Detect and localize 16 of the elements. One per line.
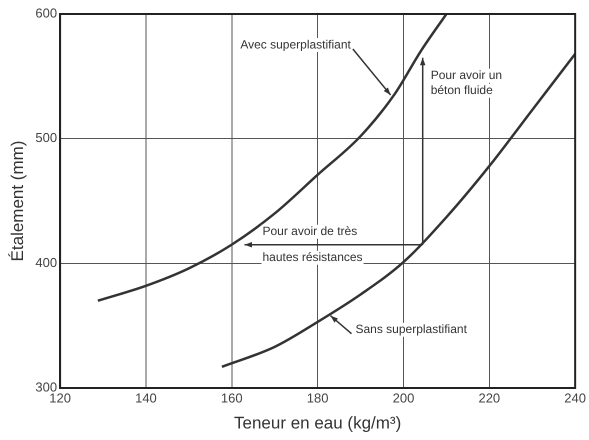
- annotation: Pour avoir un béton fluide: [430, 68, 502, 98]
- x-tick-label: 140: [135, 390, 157, 406]
- line-series: [220, 52, 576, 368]
- y-tick-label: 600: [35, 6, 58, 21]
- x-tick-label: 180: [306, 390, 328, 406]
- x-tick-label: 240: [564, 390, 586, 406]
- x-tick-label: 160: [220, 390, 243, 406]
- x-tick-label: 200: [392, 390, 414, 406]
- x-axis-title: Teneur en eau (kg/m³): [234, 413, 402, 432]
- annotation: Avec superplastifiant: [240, 37, 352, 52]
- annotation: Pour avoir de très hautes résistances: [262, 224, 363, 264]
- annotation: Sans superplastifiant: [356, 322, 468, 336]
- y-tick-label: 500: [35, 130, 58, 146]
- y-axis-title: Étalement (mm): [8, 140, 27, 262]
- y-tick-label: 400: [35, 254, 58, 270]
- x-tick-label: 220: [478, 390, 500, 406]
